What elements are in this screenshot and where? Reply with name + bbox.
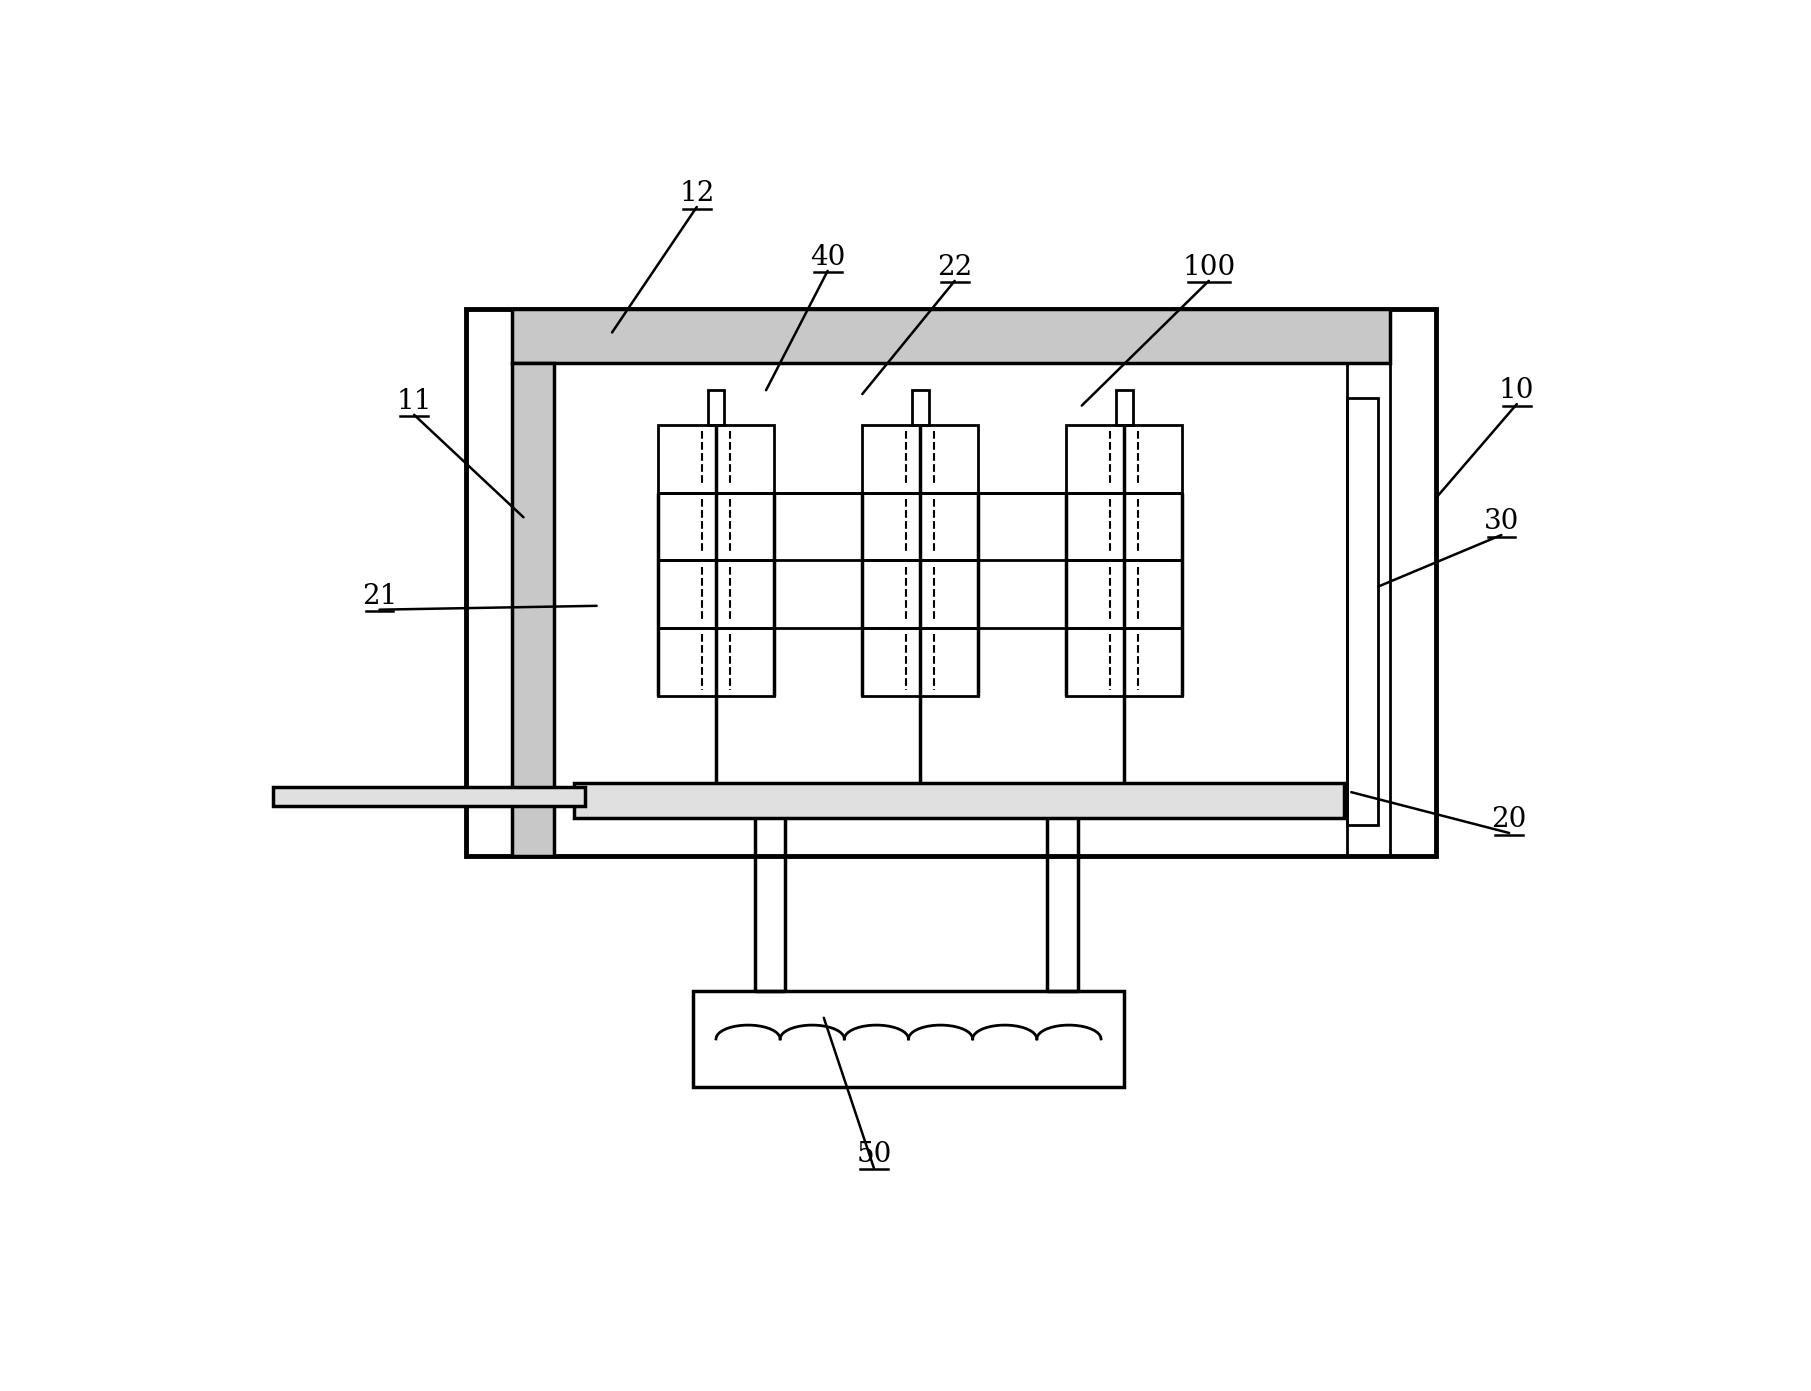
Bar [513,309,1389,363]
Text: 30: 30 [1483,508,1519,536]
Text: 21: 21 [362,583,397,609]
Bar [862,424,978,492]
Bar [1347,398,1378,825]
Bar [657,629,773,696]
Bar [708,391,724,424]
Bar [657,561,773,629]
Text: 100: 100 [1183,255,1235,281]
Text: 40: 40 [810,243,846,271]
Bar [1067,492,1183,561]
Bar [273,787,585,805]
Bar [465,309,1436,855]
Bar [1067,629,1183,696]
Bar [574,783,1344,818]
Bar [657,492,773,561]
Bar [1067,561,1183,629]
Bar [694,990,1125,1088]
Bar [657,424,773,492]
Text: 22: 22 [936,255,973,281]
Bar [862,492,978,561]
Text: 50: 50 [857,1141,891,1168]
Bar [513,363,554,855]
Text: 10: 10 [1500,377,1534,403]
Text: 20: 20 [1492,805,1527,833]
Bar [1116,391,1132,424]
Bar [862,561,978,629]
Bar [862,629,978,696]
Bar [911,391,929,424]
Text: 11: 11 [397,388,431,415]
Bar [1067,424,1183,492]
Text: 12: 12 [679,179,715,207]
